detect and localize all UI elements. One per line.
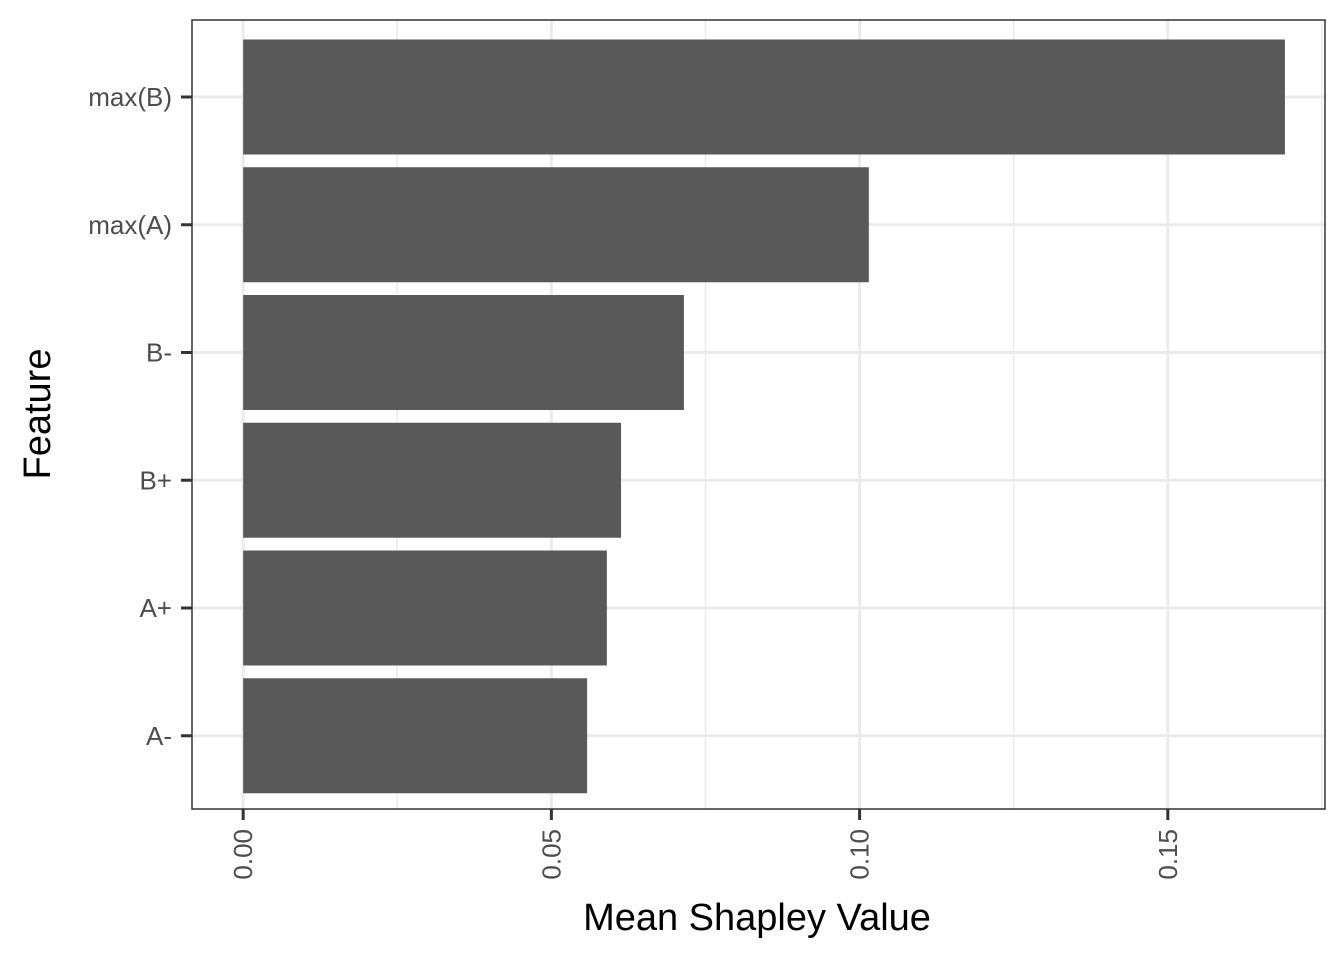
y-axis: max(B) max(A) B- B+ A+ A- bbox=[88, 82, 192, 751]
bar-B- bbox=[243, 295, 684, 410]
bar-A+ bbox=[243, 550, 607, 666]
y-tick-label: A+ bbox=[139, 593, 172, 623]
x-axis-title: Mean Shapley Value bbox=[583, 897, 931, 939]
x-tick-label: 0.15 bbox=[1153, 829, 1183, 880]
x-tick-label: 0.10 bbox=[845, 829, 875, 880]
x-tick-label: 0.05 bbox=[536, 829, 566, 880]
y-tick-label: B- bbox=[146, 338, 172, 368]
bar-B+ bbox=[243, 422, 622, 538]
y-tick-label: A- bbox=[146, 721, 172, 751]
x-tick-label: 0.00 bbox=[228, 829, 258, 880]
y-axis-title: Feature bbox=[17, 349, 59, 480]
bar-max(A) bbox=[243, 167, 869, 283]
bar-A- bbox=[243, 678, 588, 794]
y-tick-label: max(A) bbox=[88, 210, 172, 240]
x-axis: 0.00 0.05 0.10 0.15 bbox=[228, 809, 1183, 880]
bar-max(B) bbox=[243, 39, 1285, 155]
y-tick-label: max(B) bbox=[88, 82, 172, 112]
y-tick-label: B+ bbox=[139, 465, 172, 495]
panel-border bbox=[191, 19, 1326, 810]
bars bbox=[243, 39, 1285, 794]
